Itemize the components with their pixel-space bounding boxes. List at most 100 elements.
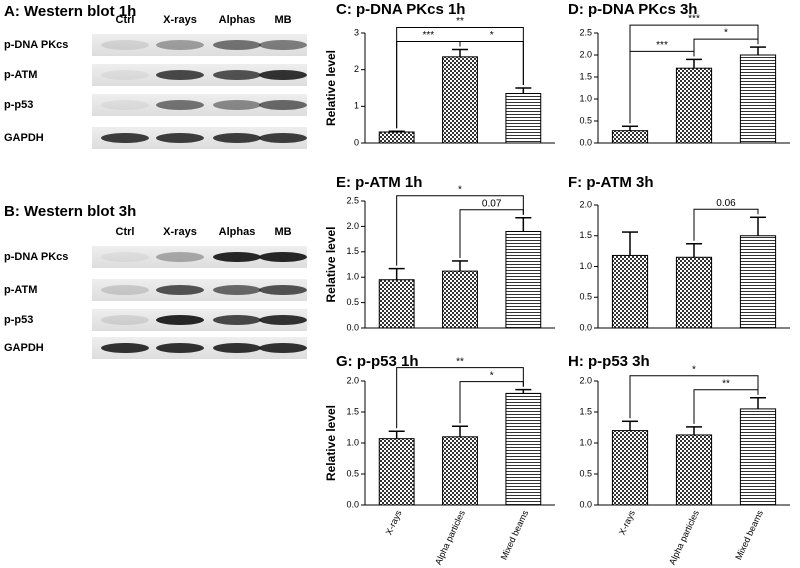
lane-label: Ctrl xyxy=(116,14,135,26)
significance-label: ** xyxy=(456,356,464,367)
significance-label: *** xyxy=(688,14,700,25)
significance-label: * xyxy=(458,184,462,195)
blot-band xyxy=(101,100,149,110)
blot-band xyxy=(213,315,261,325)
significance-label: *** xyxy=(422,30,434,41)
bracket xyxy=(629,375,759,419)
significance-label: ** xyxy=(456,16,464,27)
y-tick-label: 0 xyxy=(354,137,359,147)
bar xyxy=(378,131,415,144)
y-tick-label: 1.0 xyxy=(579,437,592,447)
row-label: p-DNA PKcs xyxy=(4,39,68,51)
blot-band xyxy=(213,100,261,110)
bracket xyxy=(396,195,524,266)
blot-band xyxy=(213,252,261,262)
chart-title: E: p-ATM 1h xyxy=(336,174,422,191)
row-label: p-DNA PKcs xyxy=(4,251,68,263)
chart-title: H: p-p53 3h xyxy=(568,353,650,370)
blot-band xyxy=(259,285,307,295)
lane-label: Alphas xyxy=(219,226,256,238)
blot-band xyxy=(156,285,204,295)
blot-band xyxy=(101,252,149,262)
blot-band xyxy=(156,40,204,50)
chart-title: F: p-ATM 3h xyxy=(568,174,654,191)
lane-label: Alphas xyxy=(219,14,256,26)
blot-band xyxy=(156,252,204,262)
blot-band xyxy=(213,133,261,143)
y-tick-label: 0.0 xyxy=(579,499,592,509)
bar xyxy=(378,438,415,506)
bar xyxy=(505,230,542,329)
bar xyxy=(378,279,415,329)
significance-label: * xyxy=(724,28,728,39)
y-tick-label: 2.0 xyxy=(579,375,592,385)
y-tick-label: 2.0 xyxy=(579,199,592,209)
bar xyxy=(611,430,649,506)
y-tick-label: 0.5 xyxy=(579,292,592,302)
y-tick-label: 1.5 xyxy=(579,406,592,416)
significance-label: *** xyxy=(656,40,668,51)
blot-band xyxy=(213,343,261,353)
blot-band xyxy=(259,315,307,325)
y-tick-label: 0.5 xyxy=(579,115,592,125)
y-tick-label: 1.5 xyxy=(346,246,359,256)
blot-band xyxy=(156,133,204,143)
y-tick-label: 0.0 xyxy=(579,137,592,147)
significance-label: * xyxy=(692,364,696,375)
lane-label: MB xyxy=(274,14,291,26)
significance-label: * xyxy=(490,30,494,41)
y-tick-label: 2.5 xyxy=(346,195,359,205)
bar xyxy=(675,434,713,506)
row-label: p-p53 xyxy=(4,314,33,326)
y-tick-label: 1.0 xyxy=(346,272,359,282)
bar xyxy=(442,56,478,144)
blot-strip xyxy=(92,246,307,268)
blot-band xyxy=(156,315,204,325)
x-tick-label: Alpha particles xyxy=(433,508,467,566)
blot-band xyxy=(259,133,307,143)
blot-band xyxy=(213,70,261,80)
blot-band xyxy=(101,40,149,50)
y-tick-label: 1.0 xyxy=(579,93,592,103)
y-tick-label: 0.5 xyxy=(346,468,359,478)
y-axis-label: Relative level xyxy=(324,50,338,126)
blot-band xyxy=(259,343,307,353)
bar xyxy=(442,436,478,506)
bracket xyxy=(459,41,524,85)
chart-title: C: p-DNA PKcs 1h xyxy=(336,1,465,18)
y-axis-label: Relative level xyxy=(324,405,338,481)
bracket xyxy=(459,381,524,424)
y-tick-label: 2.5 xyxy=(579,27,592,37)
blot-title: A: Western blot 1h xyxy=(4,3,136,20)
bar xyxy=(442,270,478,329)
y-tick-label: 3 xyxy=(354,27,359,37)
lane-label: X-rays xyxy=(163,226,197,238)
chart-title: D: p-DNA PKcs 3h xyxy=(568,1,697,18)
bar xyxy=(611,130,649,144)
bar xyxy=(675,67,713,144)
blot-band xyxy=(259,70,307,80)
bar xyxy=(739,235,777,329)
y-tick-label: 1.5 xyxy=(579,71,592,81)
significance-label: * xyxy=(490,370,494,381)
bracket xyxy=(693,389,759,424)
y-tick-label: 1.5 xyxy=(579,230,592,240)
blot-band xyxy=(156,100,204,110)
y-tick-label: 0.0 xyxy=(579,322,592,332)
row-label: p-ATM xyxy=(4,69,37,81)
bracket xyxy=(693,38,759,57)
x-tick-label: X-rays xyxy=(384,508,404,536)
bracket xyxy=(693,208,759,241)
y-tick-label: 2.0 xyxy=(346,375,359,385)
y-tick-label: 0.0 xyxy=(346,322,359,332)
significance-label: 0.07 xyxy=(482,198,502,209)
row-label: GAPDH xyxy=(4,342,44,354)
x-tick-label: X-rays xyxy=(617,508,637,536)
bracket xyxy=(459,209,524,258)
x-tick-label: Mixed beams xyxy=(733,508,765,561)
y-tick-label: 0.5 xyxy=(579,468,592,478)
blot-band xyxy=(101,343,149,353)
row-label: p-p53 xyxy=(4,99,33,111)
